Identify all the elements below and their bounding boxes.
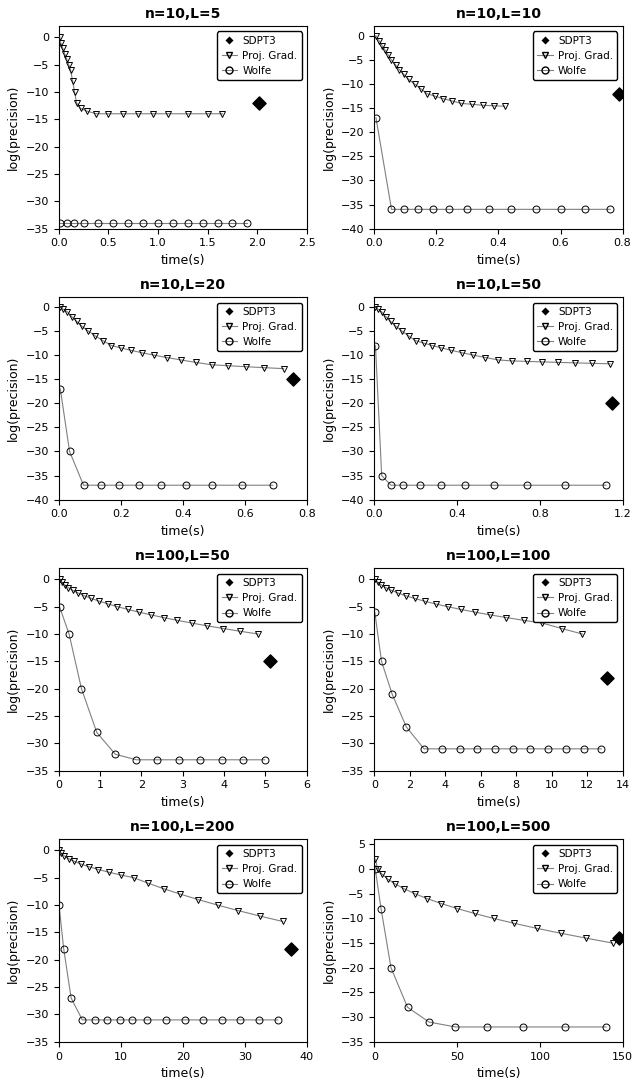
X-axis label: time(s): time(s) (161, 254, 205, 267)
Legend: SDPT3, Proj. Grad., Wolfe: SDPT3, Proj. Grad., Wolfe (533, 302, 618, 351)
Point (264, 652, 275, 670)
X-axis label: time(s): time(s) (476, 525, 521, 538)
Title: n=10,L=10: n=10,L=10 (456, 7, 541, 21)
Legend: SDPT3, Proj. Grad., Wolfe: SDPT3, Proj. Grad., Wolfe (533, 574, 618, 623)
Y-axis label: log(precision): log(precision) (7, 85, 20, 171)
X-axis label: time(s): time(s) (161, 1067, 205, 1080)
Y-axis label: log(precision): log(precision) (7, 355, 20, 441)
X-axis label: time(s): time(s) (476, 1067, 521, 1080)
Y-axis label: log(precision): log(precision) (7, 627, 20, 712)
Y-axis label: log(precision): log(precision) (323, 627, 335, 712)
Point (607, 395, 618, 412)
X-axis label: time(s): time(s) (476, 796, 521, 809)
Title: n=100,L=200: n=100,L=200 (130, 820, 236, 834)
Title: n=100,L=500: n=100,L=500 (446, 820, 551, 834)
Legend: SDPT3, Proj. Grad., Wolfe: SDPT3, Proj. Grad., Wolfe (218, 574, 301, 623)
Point (286, 940, 296, 958)
Title: n=10,L=5: n=10,L=5 (145, 7, 221, 21)
Y-axis label: log(precision): log(precision) (7, 898, 20, 984)
X-axis label: time(s): time(s) (161, 796, 205, 809)
Title: n=100,L=100: n=100,L=100 (446, 549, 551, 563)
Point (288, 371, 298, 388)
Y-axis label: log(precision): log(precision) (323, 898, 335, 984)
Point (254, 95, 264, 112)
Y-axis label: log(precision): log(precision) (323, 85, 335, 171)
Legend: SDPT3, Proj. Grad., Wolfe: SDPT3, Proj. Grad., Wolfe (218, 32, 301, 80)
Y-axis label: log(precision): log(precision) (323, 355, 335, 441)
X-axis label: time(s): time(s) (161, 525, 205, 538)
Legend: SDPT3, Proj. Grad., Wolfe: SDPT3, Proj. Grad., Wolfe (218, 845, 301, 894)
X-axis label: time(s): time(s) (476, 254, 521, 267)
Point (614, 929, 625, 947)
Legend: SDPT3, Proj. Grad., Wolfe: SDPT3, Proj. Grad., Wolfe (218, 302, 301, 351)
Point (614, 85, 625, 102)
Title: n=100,L=50: n=100,L=50 (135, 549, 230, 563)
Title: n=10,L=50: n=10,L=50 (456, 278, 541, 292)
Legend: SDPT3, Proj. Grad., Wolfe: SDPT3, Proj. Grad., Wolfe (533, 845, 618, 894)
Legend: SDPT3, Proj. Grad., Wolfe: SDPT3, Proj. Grad., Wolfe (533, 32, 618, 80)
Point (602, 670, 612, 687)
Title: n=10,L=20: n=10,L=20 (140, 278, 226, 292)
